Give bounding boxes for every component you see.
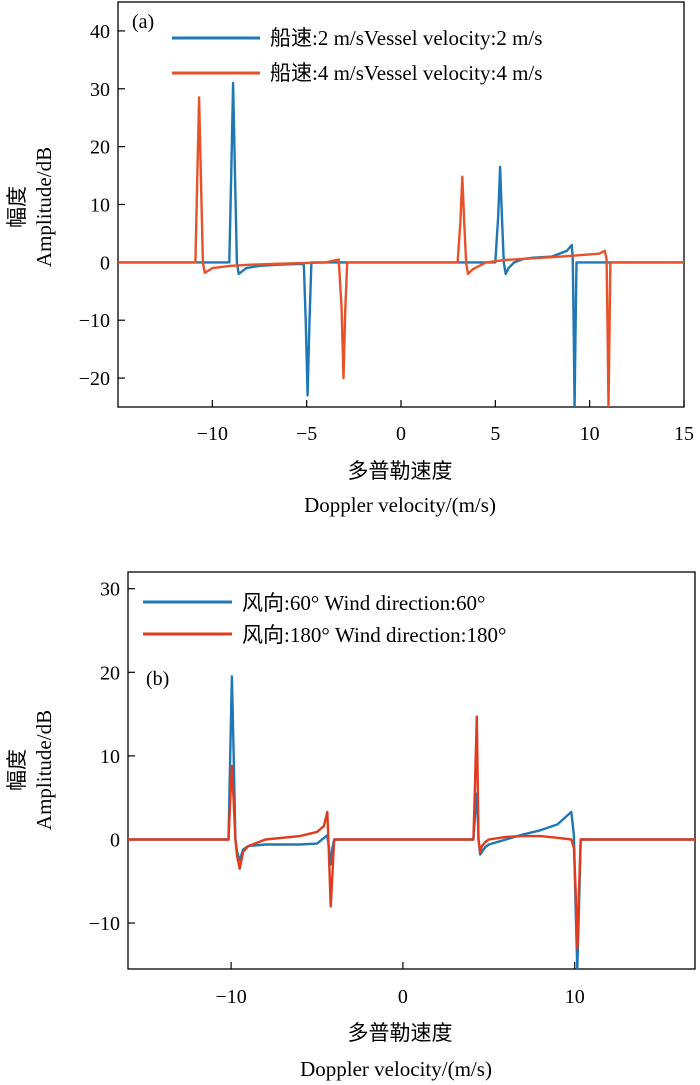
x-axis-b: −10 0 10	[215, 962, 585, 1008]
y-tick-label: 0	[100, 252, 110, 274]
chart-panel-b: −10 0 10 −10 0 10 20 30 风向:60° Wind direction:…	[5, 571, 696, 1081]
x-tick-label: 10	[580, 423, 600, 445]
x-tick-label: 10	[565, 986, 585, 1008]
legend-a: 船速:2 m/sVessel velocity:2 m/s 船速:4 m/sVe…	[172, 26, 542, 85]
x-axis-label-cn-b: 多普勒速度	[348, 1021, 453, 1045]
y-tick-label: 10	[90, 195, 110, 217]
y-axis-label-cn-b: 幅度	[5, 749, 29, 791]
y-tick-label: −10	[89, 913, 120, 935]
series-lines-a	[118, 81, 684, 407]
chart-panel-a: −10 −5 0 5 10 15 −20 −10 0 10 20 30 40 船速:2 m/sVess…	[5, 1, 694, 517]
series-line-1	[118, 81, 684, 407]
y-tick-label: 0	[110, 829, 120, 851]
x-tick-label: −10	[197, 423, 228, 445]
legend-b: 风向:60° Wind direction:60° 风向:180° Wind d…	[143, 591, 506, 647]
y-tick-label: −10	[79, 310, 110, 332]
plot-frame-b	[127, 571, 696, 970]
x-axis-label-en-a: Doppler velocity/(m/s)	[304, 493, 496, 517]
x-axis-a: −10 −5 0 5 10 15	[197, 400, 694, 445]
series-lines-b	[128, 675, 695, 969]
series-line-2	[118, 96, 684, 407]
y-tick-label: 30	[90, 79, 110, 101]
x-axis-label-en-b: Doppler velocity/(m/s)	[300, 1057, 492, 1081]
y-tick-label: 20	[100, 662, 120, 684]
y-tick-label: 40	[90, 21, 110, 43]
x-tick-label: 5	[490, 423, 500, 445]
legend-label: 风向:180° Wind direction:180°	[242, 623, 506, 647]
panel-label-a: (a)	[132, 11, 154, 33]
series-line-1	[128, 675, 695, 969]
y-axis-label-en-b: Amplitude/dB	[32, 710, 56, 830]
y-tick-label: 20	[90, 137, 110, 159]
y-tick-label: −20	[79, 368, 110, 390]
y-axis-label-en-a: Amplitude/dB	[32, 147, 56, 267]
x-tick-label: 0	[398, 986, 408, 1008]
y-axis-b: −10 0 10 20 30	[89, 579, 135, 935]
x-axis-label-cn-a: 多普勒速度	[348, 459, 453, 483]
x-tick-label: −10	[215, 986, 246, 1008]
x-tick-label: 15	[674, 423, 694, 445]
legend-label: 船速:4 m/sVessel velocity:4 m/s	[270, 61, 542, 85]
y-tick-label: 10	[100, 746, 120, 768]
y-tick-label: 30	[100, 579, 120, 601]
legend-label: 风向:60° Wind direction:60°	[242, 591, 485, 615]
y-axis-a: −20 −10 0 10 20 30 40	[79, 21, 125, 390]
panel-label-b: (b)	[146, 668, 169, 690]
legend-label: 船速:2 m/sVessel velocity:2 m/s	[270, 26, 542, 50]
y-axis-label-cn-a: 幅度	[5, 186, 29, 228]
x-tick-label: −5	[296, 423, 317, 445]
series-line-2	[128, 715, 695, 950]
x-tick-label: 0	[396, 423, 406, 445]
